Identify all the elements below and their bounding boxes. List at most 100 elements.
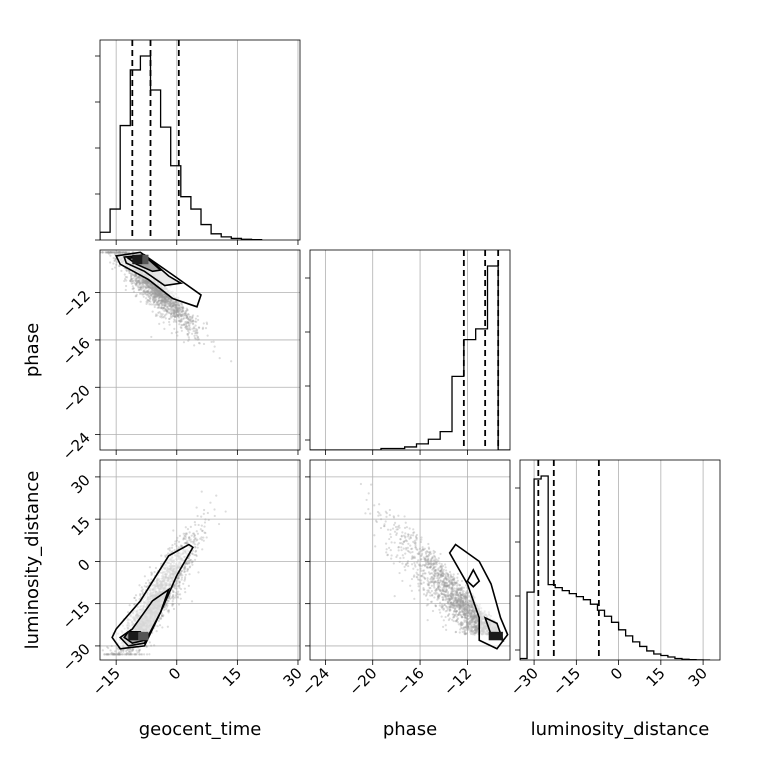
sample-point xyxy=(432,573,435,576)
sample-point xyxy=(431,575,434,579)
sample-point xyxy=(178,313,181,317)
sample-point xyxy=(179,544,183,547)
sample-point xyxy=(163,303,166,306)
sample-point xyxy=(413,597,416,600)
sample-point xyxy=(178,308,181,312)
sample-point xyxy=(167,547,170,551)
sample-point xyxy=(453,577,456,581)
sample-point xyxy=(179,315,183,318)
sample-point xyxy=(146,290,150,293)
sample-point xyxy=(451,603,454,606)
sample-point xyxy=(465,608,468,611)
sample-point xyxy=(176,309,179,312)
sample-point xyxy=(444,585,448,588)
sample-point xyxy=(473,624,476,627)
sample-point xyxy=(450,593,453,596)
sample-point xyxy=(415,571,418,574)
sample-point xyxy=(439,576,442,579)
sample-point xyxy=(469,611,472,614)
sample-point xyxy=(164,298,167,301)
sample-point xyxy=(197,571,200,574)
sample-point xyxy=(465,598,468,601)
sample-point xyxy=(459,598,463,601)
sample-point xyxy=(147,285,150,289)
sample-point xyxy=(473,613,476,616)
sample-point xyxy=(131,274,134,277)
sample-point xyxy=(161,301,164,304)
sample-point xyxy=(455,592,458,595)
sample-point xyxy=(151,292,154,295)
sample-point xyxy=(184,326,187,329)
sample-point xyxy=(138,277,141,280)
sample-point xyxy=(423,557,427,561)
sample-point xyxy=(458,598,461,602)
sample-point xyxy=(145,284,148,287)
sample-point xyxy=(426,582,429,586)
sample-point xyxy=(472,614,475,617)
sample-point xyxy=(377,514,380,517)
sample-point xyxy=(172,596,175,599)
sample-point xyxy=(468,609,471,612)
sample-point xyxy=(187,317,190,321)
sample-point xyxy=(458,584,462,587)
sample-point xyxy=(458,601,461,605)
sample-point xyxy=(122,650,125,653)
sample-point xyxy=(404,552,407,555)
sample-point xyxy=(111,251,114,254)
sample-point xyxy=(149,293,152,296)
sample-point xyxy=(422,548,425,551)
sample-point xyxy=(182,532,185,535)
sample-point xyxy=(174,309,177,312)
sample-point xyxy=(181,306,185,309)
sample-point xyxy=(104,251,107,254)
sample-point xyxy=(184,541,187,545)
sample-point xyxy=(132,287,135,290)
sample-point xyxy=(175,539,179,542)
sample-point xyxy=(129,653,132,656)
sample-point xyxy=(164,300,167,303)
sample-point xyxy=(190,320,193,323)
sample-point xyxy=(461,604,464,607)
sample-point xyxy=(397,524,401,527)
sample-point xyxy=(174,540,177,543)
sample-point xyxy=(403,515,406,518)
sample-point xyxy=(203,521,207,524)
sample-point xyxy=(171,302,174,305)
sample-point xyxy=(432,576,435,580)
sample-point xyxy=(463,603,466,607)
sample-point xyxy=(174,313,177,316)
sample-point xyxy=(116,653,119,656)
sample-point xyxy=(151,287,154,290)
sample-point xyxy=(439,601,442,604)
sample-point xyxy=(153,285,156,288)
sample-point xyxy=(179,312,182,316)
sample-point xyxy=(470,605,474,608)
sample-point xyxy=(409,544,412,547)
sample-point xyxy=(156,294,160,297)
sample-point xyxy=(386,553,389,556)
sample-point xyxy=(466,618,469,621)
sample-point xyxy=(149,300,152,303)
sample-point xyxy=(193,344,196,347)
sample-point xyxy=(154,295,157,298)
sample-point xyxy=(167,609,171,613)
sample-point xyxy=(162,296,165,299)
sample-point xyxy=(161,296,164,299)
sample-point xyxy=(201,326,205,329)
sample-point xyxy=(474,619,478,623)
sample-point xyxy=(141,592,144,595)
sample-point xyxy=(395,533,398,536)
sample-point xyxy=(465,611,468,615)
sample-point xyxy=(194,331,197,334)
sample-point xyxy=(153,294,156,298)
sample-point xyxy=(436,592,439,595)
sample-point xyxy=(404,563,408,566)
sample-point xyxy=(134,295,137,298)
sample-point xyxy=(182,582,185,585)
sample-point xyxy=(445,578,449,581)
sample-point xyxy=(181,306,184,309)
sample-point xyxy=(148,282,151,285)
sample-point xyxy=(427,590,430,593)
sample-point xyxy=(441,574,445,578)
sample-point xyxy=(194,317,198,320)
